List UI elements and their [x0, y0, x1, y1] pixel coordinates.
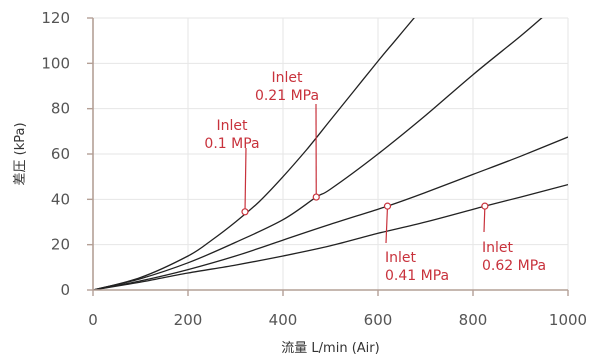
annotation-label: Inlet — [385, 250, 417, 266]
annotation-marker — [481, 202, 489, 210]
x-tick-label: 600 — [364, 311, 393, 329]
grid — [92, 17, 569, 291]
annotation-marker — [383, 202, 392, 210]
annotation-inlet-2: Inlet 0.21 MPa — [255, 70, 320, 201]
series-line-1 — [93, 18, 415, 290]
annotation-leader-line — [244, 147, 247, 212]
y-tick-label: 60 — [51, 145, 70, 163]
x-tick-label: 1000 — [549, 311, 587, 329]
series-line-4 — [93, 183, 568, 290]
annotation-label: 0.1 MPa — [204, 136, 259, 152]
annotation-label: 0.41 MPa — [385, 268, 449, 284]
x-tick-label: 800 — [459, 311, 488, 329]
annotation-label: Inlet — [482, 240, 514, 256]
y-tick-label: 80 — [51, 100, 70, 118]
annotation-label: Inlet — [272, 70, 304, 86]
annotation-inlet-1: Inlet 0.1 MPa — [204, 118, 260, 216]
y-axis-title: 差圧 (kPa) — [13, 122, 28, 185]
y-tick-label: 40 — [51, 190, 70, 208]
x-axis-title: 流量 L/min (Air) — [281, 341, 379, 356]
x-tick-label: 400 — [269, 311, 298, 329]
y-tick-label: 0 — [60, 281, 70, 299]
series-line-2 — [93, 18, 543, 290]
annotation-label: 0.21 MPa — [255, 88, 319, 104]
y-tick-label: 120 — [41, 9, 70, 27]
y-tick-label: 100 — [41, 54, 70, 72]
annotation-inlet-3: Inlet 0.41 MPa — [383, 202, 449, 284]
axes: 0 200 400 600 800 1000 0 20 40 60 80 100 120 — [41, 9, 587, 329]
x-tick-label: 200 — [174, 311, 203, 329]
y-tick-label: 20 — [51, 236, 70, 254]
annotation-inlet-4: Inlet 0.62 MPa — [481, 202, 546, 274]
series-lines — [93, 18, 568, 290]
annotation-marker — [312, 193, 320, 201]
annotation-label: Inlet — [217, 118, 249, 134]
series-line-3 — [93, 136, 568, 290]
annotation-leader-line — [385, 206, 389, 244]
annotation-leader-line — [483, 206, 486, 233]
annotation-marker — [241, 208, 249, 216]
annotation-label: 0.62 MPa — [482, 258, 546, 274]
x-tick-label: 0 — [88, 311, 98, 329]
